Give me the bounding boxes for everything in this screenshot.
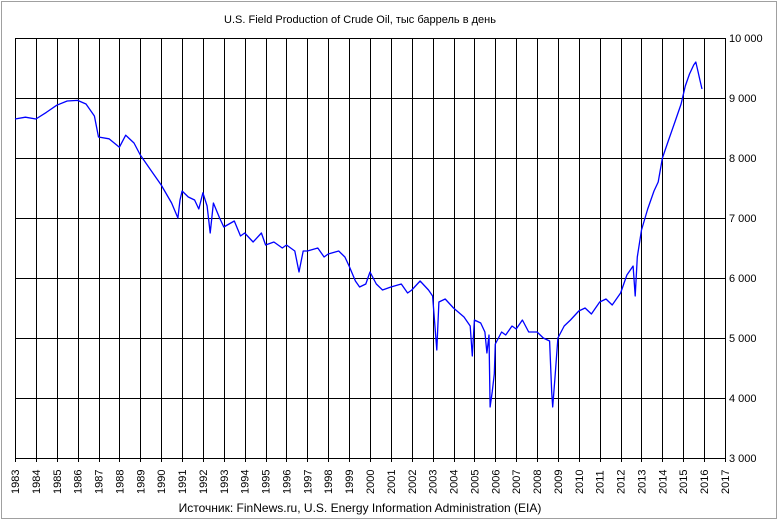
x-tick-label: 1999 — [344, 470, 356, 494]
y-tick-label: 5 000 — [729, 333, 757, 345]
x-tick-label: 1995 — [261, 470, 273, 494]
x-tick-label: 2006 — [490, 470, 502, 494]
x-tick-label: 2011 — [595, 470, 607, 494]
x-tick-label: 1983 — [10, 470, 22, 494]
x-tick-label: 1993 — [219, 470, 231, 494]
y-tick-label: 9 000 — [729, 93, 757, 105]
x-tick-label: 1989 — [135, 470, 147, 494]
y-tick-label: 6 000 — [729, 273, 757, 285]
x-tick-label: 1996 — [281, 470, 293, 494]
x-tick-label: 2008 — [532, 470, 544, 494]
x-tick-label: 2002 — [407, 470, 419, 494]
x-tick-label: 2015 — [678, 470, 690, 494]
x-tick-label: 1986 — [73, 470, 85, 494]
x-tick-label: 2010 — [574, 470, 586, 494]
y-tick-label: 3 000 — [729, 453, 757, 465]
x-tick-label: 1998 — [323, 470, 335, 494]
x-tick-label: 1984 — [31, 470, 43, 494]
x-tick-label: 2014 — [657, 470, 669, 494]
x-tick-label: 1987 — [94, 470, 106, 494]
x-tick-label: 1985 — [52, 470, 64, 494]
x-axis-ticks: 1983 1984 1985 1986 1987 1988 1989 1990 1991 1992… — [10, 470, 732, 494]
x-tick-label: 2005 — [469, 470, 481, 494]
series-line — [14, 61, 703, 408]
x-tick-label: 2012 — [616, 470, 628, 494]
x-tick-label: 1988 — [114, 470, 126, 494]
x-tick-label: 1991 — [177, 470, 189, 494]
grid — [15, 38, 726, 462]
x-tick-label: 2001 — [386, 470, 398, 494]
x-tick-label: 2017 — [720, 470, 732, 494]
series-layer — [14, 61, 703, 408]
y-tick-label: 4 000 — [729, 393, 757, 405]
y-tick-label: 7 000 — [729, 213, 757, 225]
x-tick-label: 1994 — [240, 470, 252, 494]
chart-source: Источник: FinNews.ru, U.S. Energy Inform… — [179, 501, 542, 515]
x-tick-label: 1992 — [198, 470, 210, 494]
x-tick-label: 2007 — [511, 470, 523, 494]
x-tick-label: 2013 — [636, 470, 648, 494]
x-tick-label: 2003 — [428, 470, 440, 494]
x-tick-label: 2004 — [449, 470, 461, 494]
y-axis-ticks: 3 000 4 000 5 000 6 000 7 000 8 000 9 000 10 00… — [729, 33, 763, 465]
y-tick-label: 10 000 — [729, 33, 763, 45]
x-tick-label: 2009 — [553, 470, 565, 494]
x-tick-label: 2000 — [365, 470, 377, 494]
y-tick-label: 8 000 — [729, 153, 757, 165]
x-tick-label: 1990 — [156, 470, 168, 494]
x-tick-label: 2016 — [699, 470, 711, 494]
x-tick-label: 1997 — [302, 470, 314, 494]
chart-title: U.S. Field Production of Crude Oil, тыс … — [224, 14, 496, 26]
